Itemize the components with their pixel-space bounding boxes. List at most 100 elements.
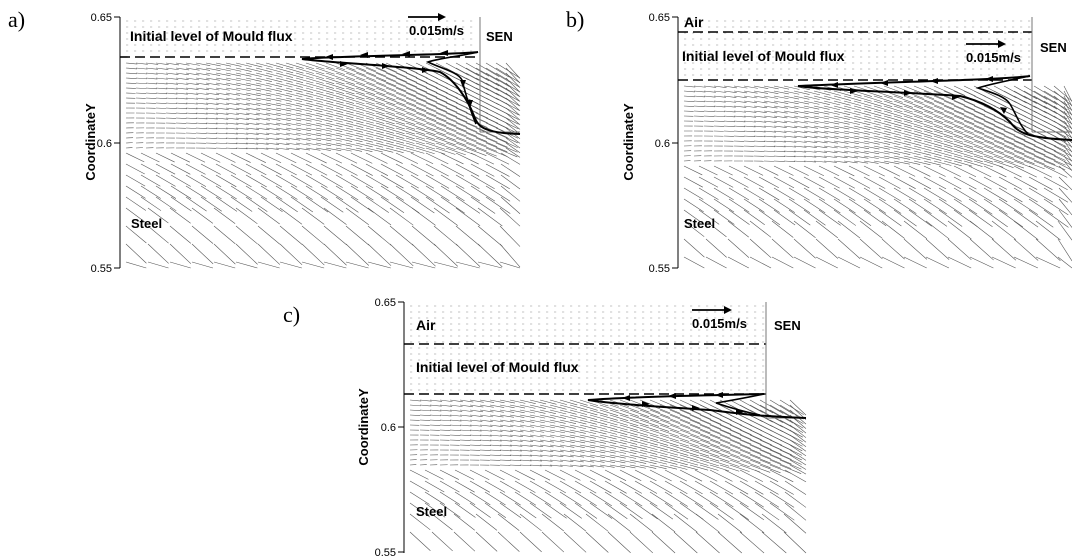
velocity-vector [969, 238, 994, 261]
velocity-vector [335, 72, 356, 81]
velocity-vector [255, 132, 270, 135]
velocity-vector [405, 97, 427, 107]
velocity-vector [479, 409, 494, 413]
velocity-vector [455, 207, 481, 227]
velocity-vector [843, 125, 860, 130]
velocity-vector [435, 112, 457, 122]
velocity-vector [185, 117, 197, 120]
velocity-vector [215, 72, 231, 77]
velocity-vector [723, 95, 737, 98]
velocity-vector [679, 434, 700, 443]
velocity-vector [893, 105, 913, 113]
velocity-vector [619, 491, 643, 507]
velocity-vector [455, 102, 478, 114]
velocity-vector [709, 502, 734, 520]
velocity-vector [449, 434, 461, 436]
velocity-vector [863, 130, 881, 136]
velocity-vector [773, 105, 788, 109]
velocity-vector [285, 112, 302, 117]
velocity-vector [713, 115, 725, 118]
velocity-vector [350, 185, 374, 201]
velocity-vector [405, 127, 426, 135]
velocity-vector [509, 459, 522, 462]
velocity-vector [863, 100, 882, 107]
velocity-vector [619, 434, 638, 441]
velocity-vector [853, 125, 871, 130]
velocity-vector [1053, 85, 1072, 102]
velocity-vector [225, 97, 240, 101]
velocity-vector [1043, 100, 1068, 115]
velocity-vector [729, 459, 750, 468]
velocity-vector [539, 424, 555, 429]
velocity-vector [569, 464, 584, 468]
velocity-vector [679, 414, 701, 424]
velocity-vector [345, 62, 366, 71]
velocity-vector [649, 439, 669, 446]
velocity-vector [719, 429, 742, 440]
velocity-vector [609, 419, 628, 426]
velocity-vector [499, 207, 521, 227]
velocity-vector [439, 424, 451, 427]
velocity-vector [719, 444, 741, 454]
velocity-vector [998, 176, 1023, 190]
velocity-vector [679, 444, 700, 452]
velocity-vector [599, 414, 618, 421]
scale-arrow [408, 13, 446, 21]
velocity-vector [1013, 140, 1036, 151]
velocity-vector [771, 256, 794, 269]
velocity-vector [213, 225, 236, 245]
velocity-vector [449, 424, 462, 427]
velocity-vector [175, 62, 190, 66]
velocity-vector [903, 105, 924, 113]
velocity-vector [793, 110, 809, 114]
velocity-vector [863, 155, 879, 159]
velocity-vector [499, 424, 514, 428]
velocity-vector [484, 502, 507, 518]
velocity-vector [973, 110, 996, 121]
velocity-vector [320, 152, 342, 164]
velocity-vector [544, 491, 567, 506]
velocity-vector [719, 459, 740, 467]
velocity-vector [639, 409, 660, 418]
velocity-vector [743, 209, 765, 226]
velocity-vector [185, 67, 200, 71]
velocity-vector [275, 196, 298, 213]
velocity-vector [323, 207, 347, 225]
velocity-vector [659, 459, 678, 465]
velocity-vector [395, 112, 416, 121]
velocity-vector [459, 434, 471, 437]
velocity-vector [439, 419, 452, 422]
velocity-vector [723, 115, 736, 118]
velocity-vector [375, 132, 394, 139]
velocity-vector [275, 174, 298, 188]
velocity-vector [749, 454, 771, 464]
velocity-vector [743, 110, 757, 113]
velocity-vector [649, 480, 673, 494]
velocity-vector [175, 97, 188, 100]
velocity-vector [923, 95, 945, 105]
velocity-vector [843, 145, 859, 149]
velocity-vector [509, 444, 523, 447]
velocity-vector [559, 469, 581, 481]
velocity-vector [345, 137, 363, 143]
velocity-vector [549, 464, 563, 467]
velocity-vector [727, 256, 749, 269]
velocity-vector [305, 67, 325, 75]
velocity-vector [719, 419, 742, 431]
velocity-vector [499, 480, 521, 493]
velocity-vector [739, 531, 765, 554]
velocity-vector [1003, 135, 1026, 146]
velocity-vector [410, 185, 435, 201]
velocity-vector [449, 429, 461, 432]
velocity-vector [301, 225, 325, 245]
velocity-vector [439, 409, 452, 412]
velocity-vector [933, 135, 953, 143]
velocity-vector [260, 174, 283, 188]
velocity-vector [185, 62, 200, 66]
velocity-vector [465, 127, 488, 138]
velocity-vector [125, 207, 147, 224]
velocity-vector [743, 135, 755, 137]
velocity-vector [659, 439, 679, 447]
velocity-vector [459, 414, 473, 417]
velocity-vector [803, 209, 826, 226]
